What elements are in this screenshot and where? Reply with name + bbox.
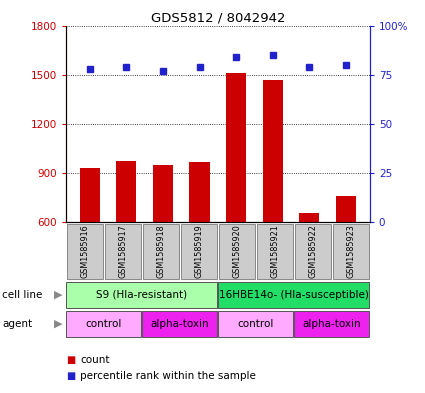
- Bar: [257, 224, 293, 279]
- Text: S9 (Hla-resistant): S9 (Hla-resistant): [96, 290, 187, 300]
- Bar: [181, 224, 217, 279]
- Text: alpha-toxin: alpha-toxin: [150, 319, 209, 329]
- Text: percentile rank within the sample: percentile rank within the sample: [80, 371, 256, 381]
- Text: control: control: [238, 319, 274, 329]
- Bar: [143, 224, 179, 279]
- Bar: [153, 165, 173, 320]
- Bar: [336, 196, 356, 320]
- Bar: [295, 224, 331, 279]
- Text: alpha-toxin: alpha-toxin: [303, 319, 361, 329]
- Bar: [116, 162, 136, 320]
- Text: ■: ■: [66, 371, 75, 381]
- Text: GSM1585922: GSM1585922: [308, 224, 317, 278]
- Text: GSM1585919: GSM1585919: [194, 224, 203, 278]
- Text: GSM1585920: GSM1585920: [232, 224, 241, 278]
- Bar: [66, 311, 142, 337]
- Bar: [332, 224, 369, 279]
- Bar: [190, 162, 210, 320]
- Text: agent: agent: [2, 319, 32, 329]
- Text: GSM1585917: GSM1585917: [118, 224, 127, 278]
- Text: ▶: ▶: [54, 290, 63, 300]
- Text: ■: ■: [66, 354, 75, 365]
- Title: GDS5812 / 8042942: GDS5812 / 8042942: [150, 11, 285, 24]
- Bar: [79, 168, 100, 320]
- Bar: [294, 311, 369, 337]
- Text: ▶: ▶: [54, 319, 63, 329]
- Bar: [105, 224, 141, 279]
- Text: GSM1585921: GSM1585921: [270, 224, 279, 278]
- Bar: [263, 81, 283, 320]
- Text: cell line: cell line: [2, 290, 42, 300]
- Text: control: control: [86, 319, 122, 329]
- Bar: [226, 73, 246, 320]
- Bar: [218, 282, 369, 308]
- Text: GSM1585916: GSM1585916: [80, 224, 89, 278]
- Bar: [218, 224, 255, 279]
- Bar: [67, 224, 103, 279]
- Bar: [142, 311, 218, 337]
- Text: GSM1585918: GSM1585918: [156, 224, 165, 278]
- Text: 16HBE14o- (Hla-susceptible): 16HBE14o- (Hla-susceptible): [219, 290, 369, 300]
- Bar: [299, 213, 319, 320]
- Text: GSM1585923: GSM1585923: [346, 224, 355, 278]
- Text: count: count: [80, 354, 109, 365]
- Bar: [66, 282, 218, 308]
- Bar: [218, 311, 293, 337]
